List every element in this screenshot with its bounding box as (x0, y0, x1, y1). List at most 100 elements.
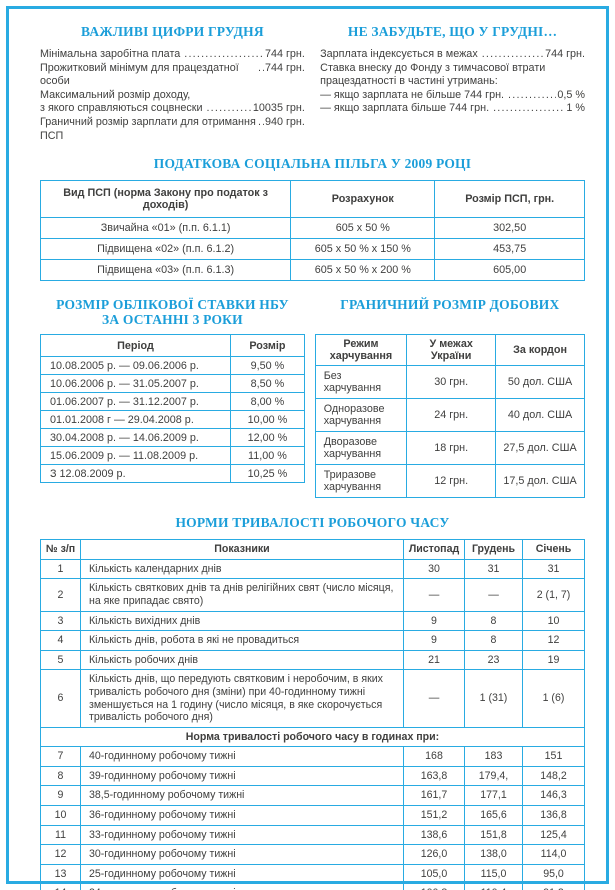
norms-num-cell: 6 (40, 669, 81, 728)
table-row: 12 30-годинному робочому тижні 126,0 138… (40, 844, 585, 865)
psp-type-cell: Звичайна «01» (п.п. 6.1.1) (39, 217, 292, 240)
nbu-period-cell: З 12.08.2009 р. (40, 464, 231, 484)
item-value: 940 грн. (264, 115, 305, 128)
norms-jan-cell: 151 (522, 746, 585, 767)
list-item: Мінімальна заробітна плата 744 грн. (40, 48, 305, 62)
nbu-period-cell: 10.06.2006 р. — 31.05.2007 р. (40, 374, 231, 394)
item-label: Прожитковий мінімум для працездатної осо… (40, 61, 242, 88)
norms-section-title: НОРМИ ТРИВАЛОСТІ РОБОЧОГО ЧАСУ (175, 515, 450, 531)
table-row: 01.01.2008 г — 29.04.2008 р. 10,00 % (40, 410, 305, 430)
psp-section-title: ПОДАТКОВА СОЦІАЛЬНА ПІЛЬГА У 2009 РОЦІ (153, 156, 472, 172)
item-label: Мінімальна заробітна плата (40, 48, 184, 60)
norms-col-header-january: Січень (522, 539, 585, 560)
norms-num-cell: 8 (40, 765, 81, 787)
nbu-period-cell: 15.06.2009 р. — 11.08.2009 р. (40, 446, 231, 466)
table-row: 01.06.2007 р. — 31.12.2007 р. 8,00 % (40, 392, 305, 412)
norms-nov-cell: 9 (403, 630, 465, 651)
psp-calc-cell: 605 х 50 % х 150 % (290, 238, 436, 261)
norms-dec-cell: 23 (464, 649, 523, 671)
psp-col-header-calc: Розрахунок (290, 180, 436, 219)
psp-size-cell: 302,50 (434, 217, 585, 240)
psp-size-cell: 453,75 (434, 238, 585, 261)
nbu-rate-cell: 10,00 % (229, 410, 305, 430)
dob-meals-cell: Дворазове харчування (314, 431, 408, 466)
table-row: 14 24-годинному робочому тижні 100,8 110… (40, 883, 585, 890)
daily-allowance-title: ГРАНИЧНИЙ РОЗМІР ДОБОВИХ (340, 297, 560, 313)
dob-abroad-cell: 50 дол. США (495, 365, 585, 400)
norms-num-cell: 4 (40, 630, 81, 651)
dob-abroad-cell: 40 дол. США (495, 398, 585, 433)
table-row: Без харчування 30 грн. 50 дол. США (314, 365, 585, 400)
table-row: 5 Кількість робочих днів 21 23 19 (40, 649, 585, 671)
item-label: — якщо зарплата не більше 744 грн. (320, 88, 508, 101)
norms-dec-cell: 183 (464, 746, 523, 767)
table-row: 8 39-годинному робочому тижні 163,8 179,… (40, 765, 585, 787)
item-label: Ставка внеску до Фонду з тимчасової втра… (320, 61, 546, 74)
psp-type-cell: Підвищена «02» (п.п. 6.1.2) (39, 238, 292, 261)
norms-indicator-cell: Кількість вихідних днів (80, 610, 404, 632)
dot-leader (258, 116, 264, 130)
dot-leader (482, 48, 544, 62)
table-row: Одноразове харчування 24 грн. 40 дол. СШ… (314, 398, 585, 433)
norms-num-cell: 10 (40, 805, 81, 826)
norms-jan-cell: 19 (522, 649, 585, 671)
norms-indicator-cell: 25-годинному робочому тижні (80, 863, 404, 885)
nbu-rate-cell: 12,00 % (229, 428, 305, 448)
psp-type-cell: Підвищена «03» (п.п. 6.1.3) (39, 259, 292, 282)
norms-indicator-cell: Кількість днів, робота в які не провадит… (80, 630, 404, 651)
nbu-period-cell: 10.08.2005 р. — 09.06.2006 р. (40, 356, 231, 376)
list-item: з якого справляються соцвнески 10035 грн… (40, 102, 305, 116)
nbu-rate-cell: 8,50 % (229, 374, 305, 394)
norms-num-cell: 14 (40, 883, 81, 890)
dob-col-header-ukraine: У межах України (406, 334, 497, 367)
norms-nov-cell: 138,6 (403, 824, 465, 846)
norms-dec-cell: — (464, 578, 523, 612)
item-label: Зарплата індексується в межах (320, 48, 481, 60)
item-label: — якщо зарплата більше 744 грн. (320, 102, 493, 115)
item-value: 10035 грн. (252, 102, 305, 115)
dot-leader (258, 62, 264, 76)
norms-dec-cell: 165,6 (464, 805, 523, 826)
table-row: 9 38,5-годинному робочому тижні 161,7 17… (40, 785, 585, 807)
section-daily-allowance: ГРАНИЧНИЙ РОЗМІР ДОБОВИХ Режим харчуванн… (314, 297, 585, 499)
norms-indicator-cell: 39-годинному робочому тижні (80, 765, 404, 787)
norms-nov-cell: 168 (403, 746, 465, 767)
table-row: 4 Кількість днів, робота в які не провад… (40, 630, 585, 651)
table-row: 11 33-годинному робочому тижні 138,6 151… (40, 824, 585, 846)
nbu-rate-cell: 10,25 % (229, 464, 305, 484)
psp-size-cell: 605,00 (434, 259, 585, 282)
norms-dec-cell: 1 (31) (464, 669, 523, 728)
dob-abroad-cell: 17,5 дол. США (495, 464, 585, 499)
dob-ukraine-cell: 30 грн. (406, 365, 497, 400)
table-row: 7 40-годинному робочому тижні 168 183 15… (40, 746, 585, 767)
norms-header-row: № з/п Показники Листопад Грудень Січень (40, 539, 585, 560)
norms-nov-cell: 161,7 (403, 785, 465, 807)
norms-nov-cell: — (403, 578, 465, 612)
norms-dec-cell: 115,0 (464, 863, 523, 885)
dob-header-row: Режим харчування У межах України За корд… (314, 334, 585, 367)
table-row: Звичайна «01» (п.п. 6.1.1) 605 х 50 % 30… (39, 217, 585, 240)
norms-dec-cell: 8 (464, 630, 523, 651)
nbu-rate-cell: 11,00 % (229, 446, 305, 466)
item-value: 744 грн. (264, 61, 305, 74)
norms-dec-cell: 151,8 (464, 824, 523, 846)
norms-indicator-cell: 40-годинному робочому тижні (80, 746, 404, 767)
norms-nov-cell: 151,2 (403, 805, 465, 826)
list-item: Ставка внеску до Фонду з тимчасової втра… (320, 62, 585, 76)
dot-leader (206, 102, 251, 116)
norms-indicator-cell: Кількість святкових днів та днів релігій… (80, 578, 404, 612)
nbu-rate-cell: 8,00 % (229, 392, 305, 412)
norms-num-cell: 3 (40, 610, 81, 632)
norms-jan-cell: 2 (1, 7) (522, 578, 585, 612)
norms-dec-cell: 138,0 (464, 844, 523, 865)
norms-nov-cell: 21 (403, 649, 465, 671)
norms-jan-cell: 148,2 (522, 765, 585, 787)
norms-indicator-cell: 30-годинному робочому тижні (80, 844, 404, 865)
norms-jan-cell: 1 (6) (522, 669, 585, 728)
dob-meals-cell: Триразове харчування (314, 464, 408, 499)
table-row: 15.06.2009 р. — 11.08.2009 р. 11,00 % (40, 446, 305, 466)
norms-indicator-cell: 33-годинному робочому тижні (80, 824, 404, 846)
norms-dec-cell: 110,4 (464, 883, 523, 890)
norms-nov-cell: 105,0 (403, 863, 465, 885)
item-label: працездатності в частині утримань: (320, 75, 498, 88)
